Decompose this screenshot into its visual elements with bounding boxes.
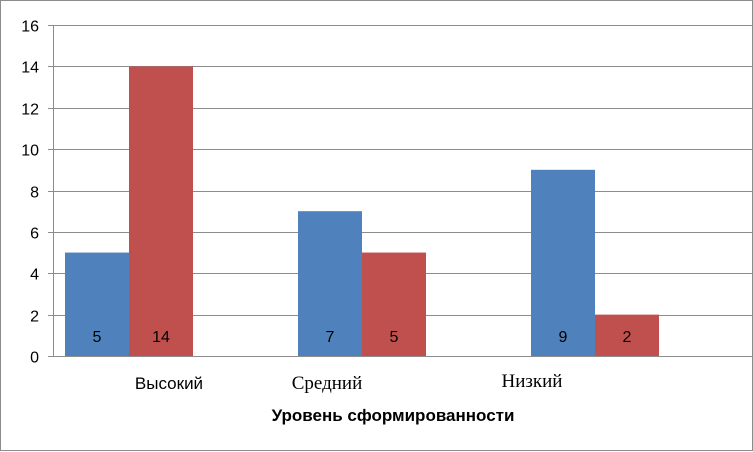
data-label: 9 (559, 329, 568, 346)
y-tick-label: 10 (21, 143, 39, 160)
bar (298, 211, 362, 356)
x-category-label: Средний (292, 373, 363, 394)
bar (65, 252, 129, 356)
x-axis-title: Уровень сформированности (272, 406, 515, 425)
x-category-label: Высокий (135, 374, 203, 393)
y-tick-label: 16 (21, 19, 39, 36)
bar (129, 66, 193, 356)
y-tick-label: 2 (30, 309, 39, 326)
data-label: 7 (326, 329, 335, 346)
y-tick-label: 6 (30, 226, 39, 243)
y-tick-label: 0 (30, 350, 39, 367)
bar (362, 252, 426, 356)
data-label: 14 (152, 329, 170, 346)
data-label: 5 (390, 329, 399, 346)
x-category-label: Низкий (502, 371, 563, 392)
data-label: 5 (93, 329, 102, 346)
data-label: 2 (623, 329, 632, 346)
y-tick-label: 12 (21, 102, 39, 119)
bar (595, 314, 659, 356)
y-tick-label: 14 (21, 60, 39, 77)
y-tick-label: 8 (30, 185, 39, 202)
y-tick-label: 4 (30, 267, 39, 284)
bar (531, 169, 595, 356)
